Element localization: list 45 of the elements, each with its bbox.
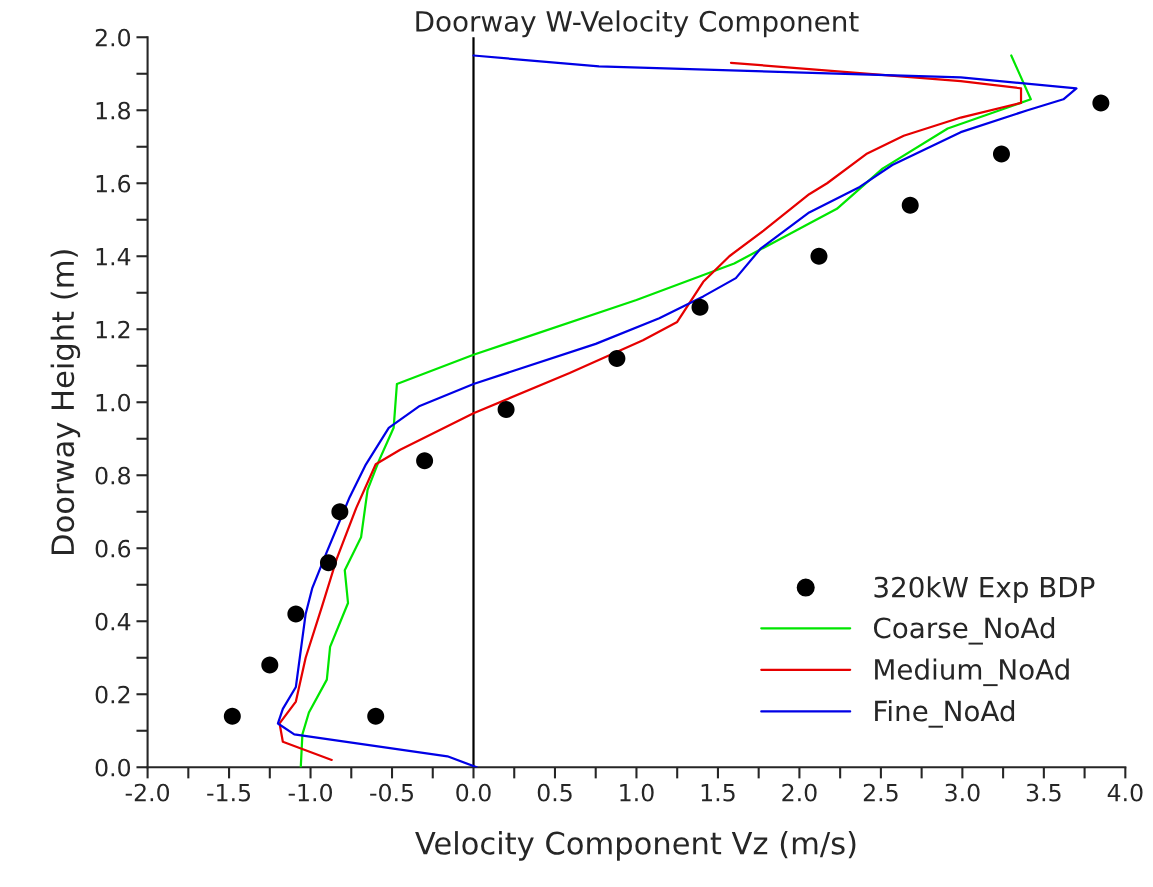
x-tick-label: 3.5 (1026, 783, 1061, 802)
x-tick-label: 2.5 (863, 783, 898, 802)
x-tick-label: 1.5 (701, 783, 735, 802)
x-tick-label: 0.0 (456, 783, 491, 802)
legend-label: Coarse_NoAd (873, 616, 1055, 645)
legend-label: Fine_NoAd (875, 700, 1015, 728)
point (319, 554, 337, 572)
y-tick-label: 1.0 (96, 393, 131, 412)
y-tick-label: 0.2 (95, 685, 130, 704)
point (992, 145, 1010, 163)
y-tick-label: 0.0 (95, 758, 131, 777)
x-tick-label: 4.0 (1107, 783, 1143, 802)
x-tick-label: 1.0 (620, 783, 654, 802)
point (331, 503, 349, 521)
point (901, 196, 919, 214)
point (608, 349, 626, 367)
chart-title: Doorway W-Velocity Component (416, 10, 859, 38)
y-axis-title: Doorway Height (m) (50, 250, 81, 554)
x-tick-label: -2.0 (125, 783, 170, 802)
point (223, 707, 241, 725)
point (497, 401, 515, 419)
x-tick-label: 3.0 (945, 783, 980, 802)
point (810, 247, 828, 265)
x-axis-title: Velocity Component Vz (m/s) (415, 831, 856, 861)
y-tick-label: 2.0 (95, 28, 131, 47)
x-tick-label: -1.0 (288, 783, 333, 802)
y-tick-label: 1.8 (96, 101, 130, 120)
y-tick-label: 0.8 (95, 466, 130, 485)
legend-label: Medium_NoAd (875, 658, 1069, 687)
y-tick-label: 1.4 (96, 248, 131, 266)
y-tick-label: 1.2 (96, 320, 130, 339)
x-tick-label: 0.5 (537, 783, 572, 802)
point (1092, 94, 1110, 112)
y-tick-label: 0.6 (95, 539, 131, 558)
y-tick-label: 0.4 (95, 612, 131, 631)
x-tick-label: 2.0 (782, 783, 817, 802)
x-tick-label: -1.5 (207, 783, 251, 802)
point (691, 298, 709, 316)
y-tick-label: 1.6 (96, 174, 131, 193)
point (287, 605, 305, 623)
legend-label: 320kW Exp BDP (874, 576, 1095, 604)
point (416, 452, 434, 470)
point (367, 707, 385, 725)
x-tick-label: -0.5 (370, 783, 413, 802)
point (261, 656, 279, 674)
